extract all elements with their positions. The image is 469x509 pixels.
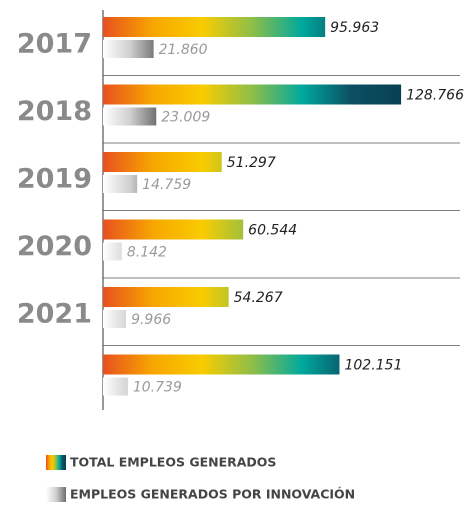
bar <box>103 107 157 126</box>
category-label: 2019 <box>17 164 92 195</box>
category-label: 2021 <box>17 299 92 330</box>
value-label: 14.759 <box>142 177 191 193</box>
bar <box>103 40 154 58</box>
legend-swatch <box>46 487 66 502</box>
category-label: 2018 <box>17 96 92 127</box>
category-label: 2017 <box>17 29 92 60</box>
bar <box>103 219 244 240</box>
value-label: 128.766 <box>406 88 464 104</box>
legend-label: TOTAL EMPLEOS GENERADOS <box>70 455 276 470</box>
bar <box>103 242 122 261</box>
value-label: 95.963 <box>330 20 379 36</box>
value-label: 8.142 <box>127 245 167 261</box>
category-label: 2020 <box>17 231 92 262</box>
bar <box>103 152 222 172</box>
value-label: 21.860 <box>159 42 208 58</box>
bar <box>103 310 127 328</box>
bar <box>103 175 138 193</box>
value-label: 23.009 <box>161 110 210 126</box>
value-label: 10.739 <box>133 380 182 396</box>
bar <box>103 377 128 396</box>
bar <box>103 17 326 37</box>
bar <box>103 84 402 105</box>
legend-label: EMPLEOS GENERADOS POR INNOVACIÓN <box>70 487 355 502</box>
value-label: 102.151 <box>344 358 402 374</box>
legend-swatch <box>46 455 66 470</box>
value-label: 54.267 <box>234 290 283 306</box>
value-label: 51.297 <box>227 155 276 171</box>
value-label: 60.544 <box>248 223 297 239</box>
bar <box>103 354 340 375</box>
bar <box>103 287 229 307</box>
value-label: 9.966 <box>131 312 171 328</box>
